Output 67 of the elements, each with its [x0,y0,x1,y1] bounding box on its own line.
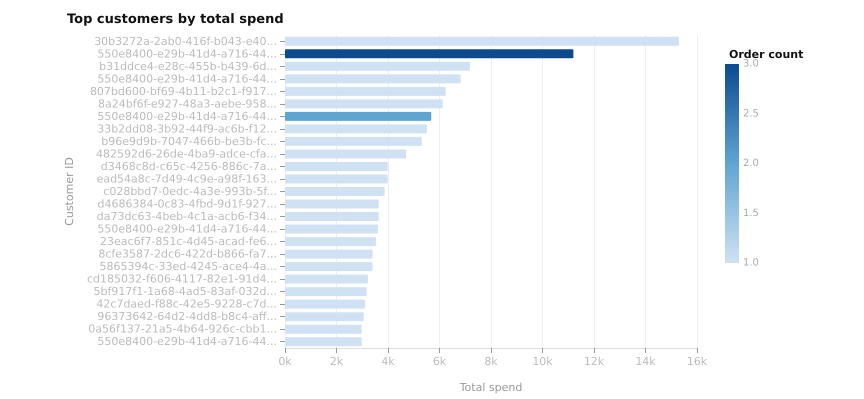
bar [285,262,373,272]
bar [285,149,406,158]
x-tick-label: 2k [330,355,344,368]
x-tick-label: 10k [532,355,554,368]
bar [285,62,470,71]
y-tick-label: 8cfe3587-2dc6-422d-b866-fa7... [98,248,277,261]
x-tick-label: 14k [635,355,656,368]
y-tick-label: 550e8400-e29b-41d4-a716-44... [97,335,277,348]
y-tick-label: b96e9d9b-7047-466b-be3b-fc... [101,134,277,148]
color-bar-label: 1.5 [743,208,759,219]
y-tick-label: cd185032-f606-4117-82e1-91d4... [87,272,277,286]
bar [285,136,422,146]
y-tick-label: da73dc63-4beb-4c1a-acb6-f34... [96,210,277,224]
y-axis-title: Customer ID [63,157,76,226]
bar [285,300,366,309]
x-tick-label: 8k [484,355,498,368]
y-tick-label: ead54a8c-7d49-4c9e-a98f-163... [96,172,277,186]
bar [285,162,388,171]
color-bar-label: 1.0 [743,258,759,268]
bar [285,337,362,346]
bar [285,274,368,284]
y-tick-label: d4686384-0c83-4fbd-9d1f-927... [98,198,277,211]
y-tick-label: 8a24bf6f-e927-48a3-aebe-958... [98,97,277,110]
bar [285,99,443,108]
bar [285,49,574,58]
y-tick-label: 42c7daed-f88c-42e5-9228-c7d... [96,298,277,311]
bar [285,200,379,209]
bar [285,112,432,121]
x-axis-title: Total spend [458,381,522,394]
y-tick-label: 30b3272a-2ab0-416f-b043-e40... [94,34,277,48]
bar [285,174,388,184]
x-tick-label: 0k [278,355,292,368]
x-tick-label: 12k [584,355,605,368]
y-tick-label: 5bf917f1-1a68-4ad5-83af-032d... [93,285,277,298]
y-tick-label: 5865394c-33ed-4245-ace4-4a... [100,260,277,274]
color-bar-label: 2.0 [743,158,759,169]
bar [285,187,385,196]
bar [285,212,379,222]
x-tick-label: 4k [381,355,396,368]
bar [285,224,378,234]
bar [285,312,364,322]
y-tick-label: 550e8400-e29b-41d4-a716-44... [97,110,277,123]
color-bar-label: 2.5 [743,108,759,120]
bar [285,250,373,259]
bar [285,86,446,96]
bar [285,237,376,246]
x-tick-label: 6k [432,355,447,368]
text: Top customers by total spend [67,12,284,27]
y-tick-label: 96373642-64d2-4dd8-b8c4-aff... [97,310,277,324]
y-tick-label: 550e8400-e29b-41d4-a716-44... [97,72,277,86]
x-tick-label: 16k [686,355,708,368]
bar [285,36,679,46]
y-tick-label: 807bd600-bf69-4b11-b2c1-f917... [90,84,277,98]
y-tick-label: 550e8400-e29b-41d4-a716-44... [97,47,277,60]
y-tick-label: d3468c8d-c65c-4256-886c-7a... [100,160,277,173]
color-bar-label: 3.0 [743,58,759,70]
y-tick-label: 33b2dd08-3b92-44f9-ac6b-f12... [97,122,277,136]
y-tick-label: c028bbd7-0edc-4a3e-993b-5f... [103,185,277,198]
bar [285,324,362,334]
bar [285,287,367,296]
bar [285,124,427,134]
y-tick-label: 0a56f137-21a5-4b64-926c-cbb1... [88,322,277,336]
bar [285,74,461,84]
y-tick-label: 23eac6f7-851c-4d45-acad-fe6... [100,235,277,248]
y-tick-label: 550e8400-e29b-41d4-a716-44... [97,222,277,236]
y-tick-label: b31ddce4-e28c-455b-b439-6d... [99,60,277,73]
y-tick-label: 482592d6-26de-4ba9-adce-cfa... [96,147,277,160]
